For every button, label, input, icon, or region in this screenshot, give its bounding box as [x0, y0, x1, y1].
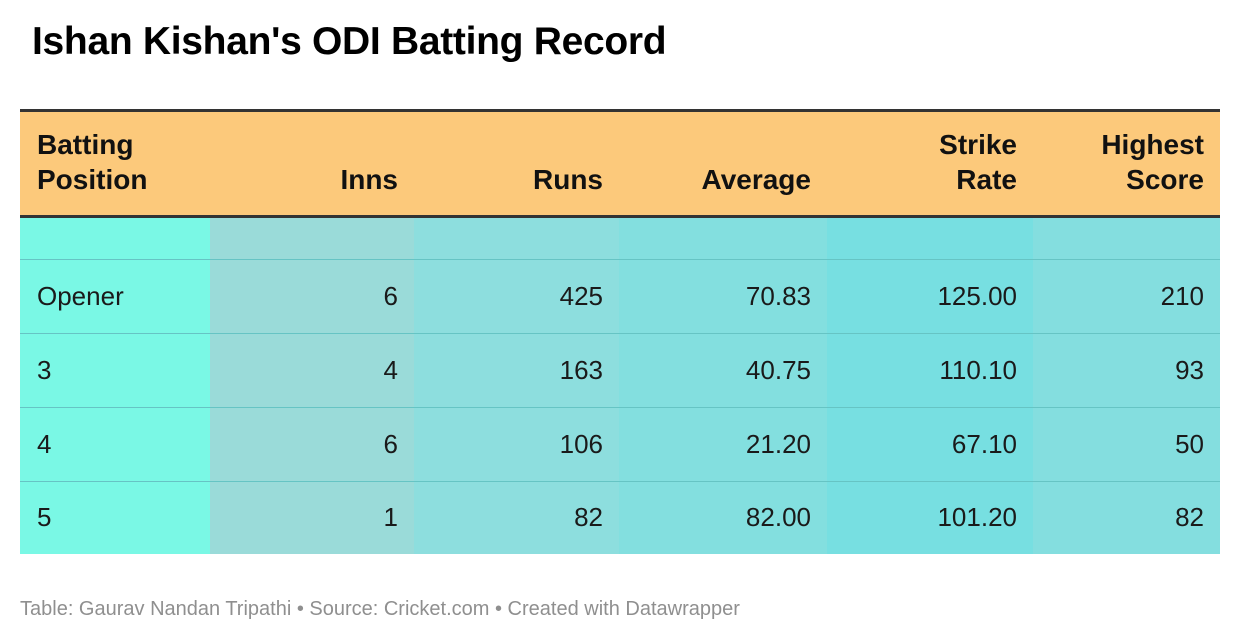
cell-runs: 106: [414, 407, 619, 482]
cell-inns: 6: [210, 259, 414, 334]
cell-strike-rate: 125.00: [827, 259, 1033, 334]
table-row: 3 4 163 40.75 110.10 93: [20, 333, 1220, 408]
table-row: Opener 6 425 70.83 125.00 210: [20, 259, 1220, 334]
cell-strike-rate: 101.20: [827, 481, 1033, 554]
chart-title: Ishan Kishan's ODI Batting Record: [32, 20, 667, 63]
header-batting-position[interactable]: Batting Position: [20, 109, 210, 218]
cell-average: 70.83: [619, 259, 827, 334]
cell-inns: 4: [210, 333, 414, 408]
cell-highest-score: 50: [1033, 407, 1220, 482]
batting-table: Batting Position Inns Runs Average Strike…: [20, 109, 1220, 554]
cell-average: 40.75: [619, 333, 827, 408]
cell-inns: 1: [210, 481, 414, 554]
cell-average: 21.20: [619, 407, 827, 482]
table-header-row: Batting Position Inns Runs Average Strike…: [20, 109, 1220, 218]
cell-inns: 6: [210, 407, 414, 482]
table-footer-credits: Table: Gaurav Nandan Tripathi • Source: …: [20, 598, 740, 620]
cell-position: Opener: [20, 259, 210, 334]
header-highest-score[interactable]: Highest Score: [1033, 109, 1220, 218]
table-row: 5 1 82 82.00 101.20 82: [20, 481, 1220, 554]
header-inns[interactable]: Inns: [210, 109, 414, 218]
batting-table-container: Batting Position Inns Runs Average Strike…: [20, 109, 1220, 554]
cell-average: 82.00: [619, 481, 827, 554]
table-spacer-row: [20, 216, 1220, 260]
cell-strike-rate: 67.10: [827, 407, 1033, 482]
cell-runs: 163: [414, 333, 619, 408]
cell-highest-score: 82: [1033, 481, 1220, 554]
table-row: 4 6 106 21.20 67.10 50: [20, 407, 1220, 482]
cell-highest-score: 210: [1033, 259, 1220, 334]
cell-position: 5: [20, 481, 210, 554]
cell-runs: 82: [414, 481, 619, 554]
cell-position: 3: [20, 333, 210, 408]
cell-strike-rate: 110.10: [827, 333, 1033, 408]
cell-highest-score: 93: [1033, 333, 1220, 408]
header-runs[interactable]: Runs: [414, 109, 619, 218]
header-average[interactable]: Average: [619, 109, 827, 218]
cell-position: 4: [20, 407, 210, 482]
header-strike-rate[interactable]: Strike Rate: [827, 109, 1033, 218]
cell-runs: 425: [414, 259, 619, 334]
